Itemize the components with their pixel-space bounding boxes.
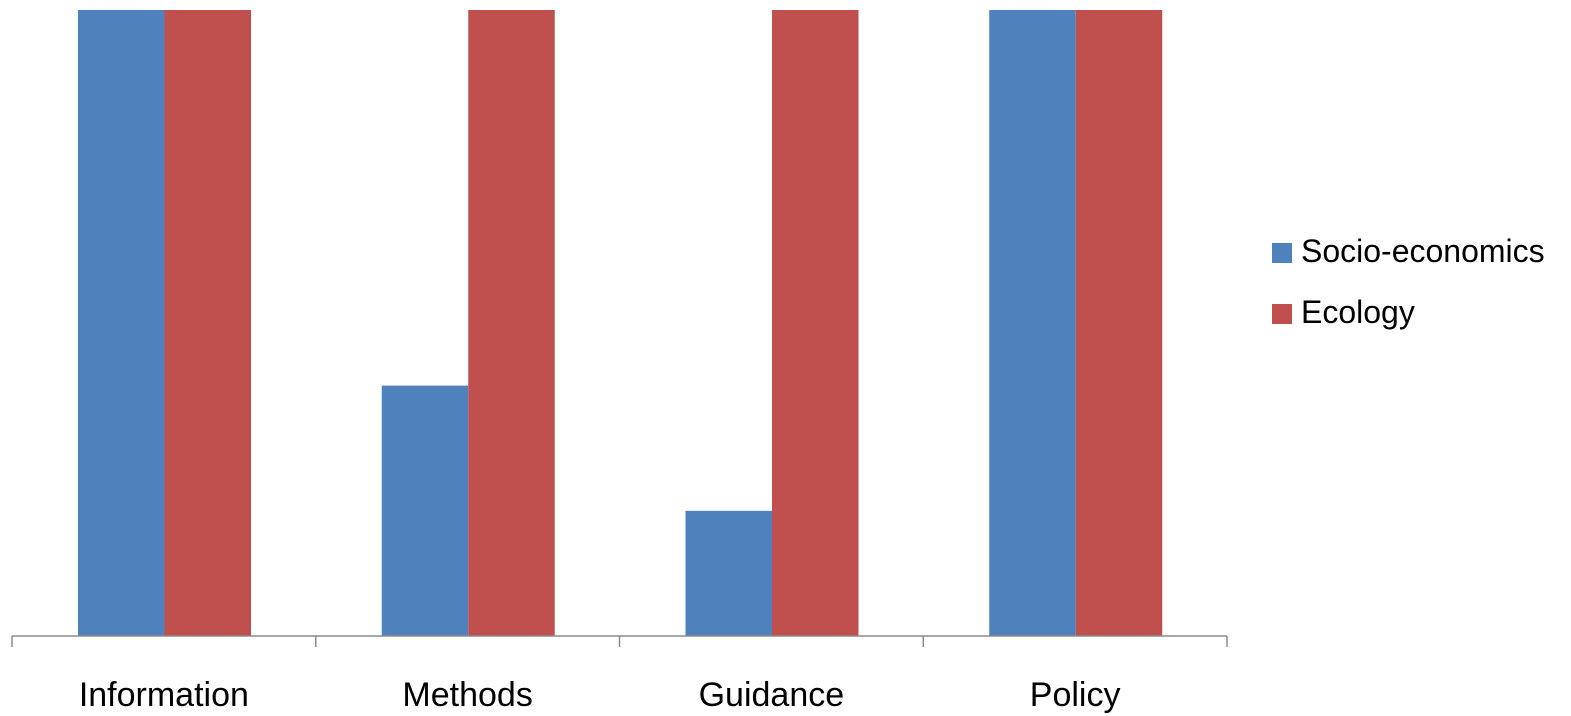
legend-swatch-socio-economics (1272, 243, 1292, 263)
category-label-policy: Policy (1030, 676, 1121, 714)
bar-socio-economics-information (78, 10, 165, 636)
bar-socio-economics-methods (381, 385, 469, 636)
category-label-information: Information (79, 676, 249, 714)
category-label-guidance: Guidance (699, 676, 845, 714)
bar-socio-economics-policy (989, 10, 1076, 636)
bar-ecology-information (164, 10, 251, 636)
legend-label-socio-economics: Socio-economics (1301, 233, 1545, 269)
bar-ecology-guidance (772, 10, 859, 636)
legend-label-ecology: Ecology (1301, 294, 1415, 330)
bar-ecology-methods (468, 10, 555, 636)
bars-group (78, 10, 1163, 636)
legend-swatch-ecology (1272, 304, 1292, 324)
x-axis (11, 635, 1228, 647)
x-axis-ticks (11, 636, 1228, 647)
legend: Socio-economics Ecology (1272, 233, 1545, 330)
bar-socio-economics-guidance (685, 510, 772, 636)
category-labels: Information Methods Guidance Policy (79, 676, 1121, 714)
bar-ecology-policy (1075, 10, 1163, 636)
category-label-methods: Methods (402, 676, 532, 714)
